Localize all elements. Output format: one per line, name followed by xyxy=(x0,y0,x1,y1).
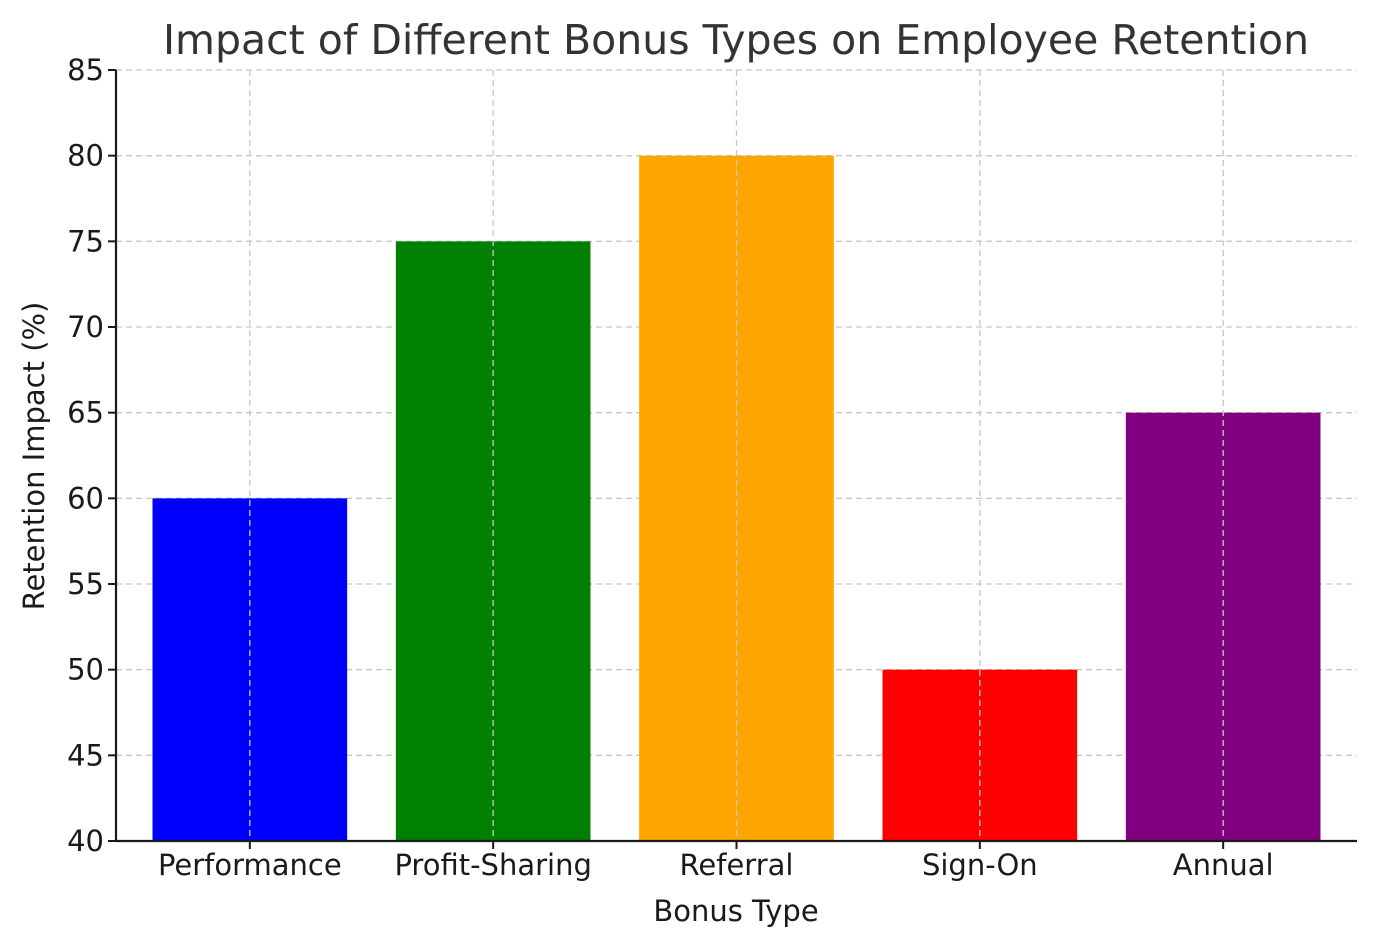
y-tick-label: 50 xyxy=(67,653,104,687)
y-tick-label: 85 xyxy=(67,53,104,87)
y-tick-label: 70 xyxy=(67,310,104,344)
y-tick-label: 45 xyxy=(67,738,104,772)
y-tick-label: 75 xyxy=(67,224,104,258)
bar xyxy=(1125,412,1321,841)
chart-title: Impact of Different Bonus Types on Emplo… xyxy=(163,16,1309,64)
x-tick-label: Performance xyxy=(158,848,342,882)
bar xyxy=(639,155,834,841)
y-ticks: 40 45 50 55 60 65 70 75 80 85 xyxy=(67,53,116,858)
y-tick-label: 55 xyxy=(67,567,104,601)
y-tick-label: 60 xyxy=(67,481,104,515)
y-axis-label: Retention Impact (%) xyxy=(17,302,51,611)
x-axis-label: Bonus Type xyxy=(653,894,818,928)
grid-lines-overlay xyxy=(249,70,1224,841)
x-tick-label: Profit-Sharing xyxy=(394,848,591,882)
x-tick-label: Sign-On xyxy=(922,848,1038,882)
x-tick-label: Referral xyxy=(680,848,794,882)
x-ticks: Performance Profit-Sharing Referral Sign-On… xyxy=(158,841,1274,882)
y-tick-label: 40 xyxy=(67,824,104,858)
x-tick-label: Annual xyxy=(1173,848,1274,882)
y-tick-label: 80 xyxy=(67,139,104,173)
y-tick-label: 65 xyxy=(67,396,104,430)
bar xyxy=(152,498,348,841)
